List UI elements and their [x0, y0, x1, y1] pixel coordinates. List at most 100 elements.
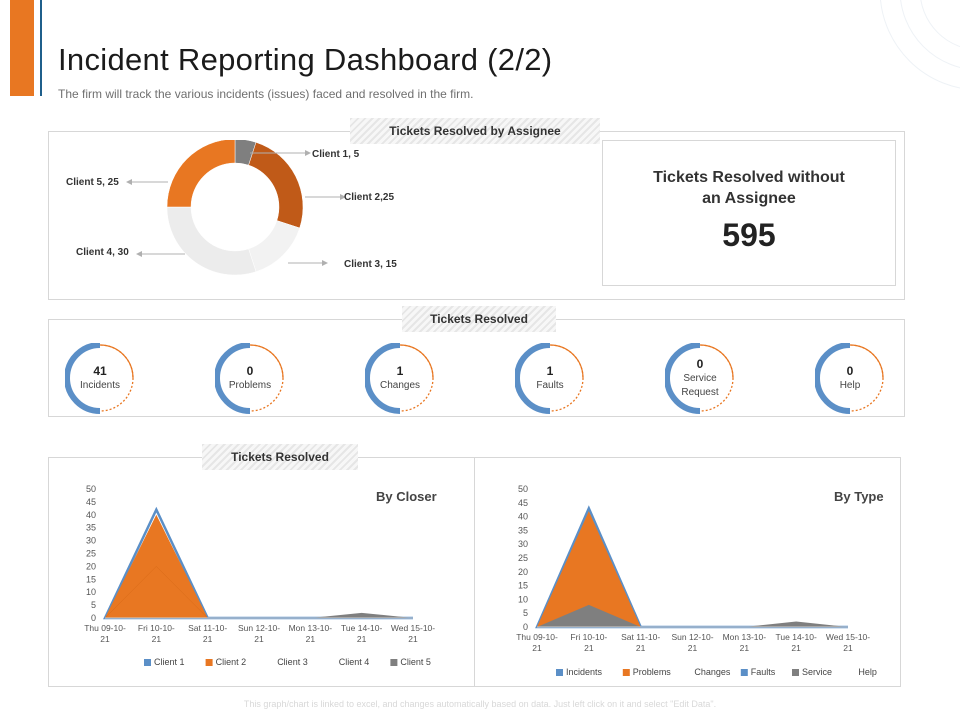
- unassigned-stat-card: Tickets Resolved without an Assignee 595: [602, 140, 896, 286]
- x-tick-label: 21: [584, 643, 594, 653]
- kpi-ring-blue-arc: [815, 343, 851, 414]
- donut-leader-arrow: [126, 179, 132, 185]
- y-tick-label: 30: [518, 539, 528, 549]
- page-title: Incident Reporting Dashboard (2/2): [58, 42, 553, 77]
- legend-label: Changes: [694, 667, 731, 677]
- legend-label: Client 1: [154, 657, 185, 667]
- legend-label: Faults: [751, 667, 776, 677]
- x-tick-label: 21: [357, 634, 367, 644]
- kpi-ring: [215, 343, 284, 414]
- kpi-label: Changes: [379, 379, 421, 391]
- legend-swatch: [329, 659, 336, 666]
- kpi-faults: 1 Faults: [515, 343, 595, 423]
- decorative-arcs: [880, 0, 960, 89]
- y-tick-label: 0: [523, 622, 528, 632]
- kpi-ring-blue-arc: [515, 343, 551, 414]
- donut-label: Client 5, 25: [66, 177, 119, 188]
- donut-leader-arrow: [136, 251, 142, 257]
- y-tick-label: 30: [86, 536, 96, 546]
- kpi-ring-orange-arc: [699, 344, 734, 379]
- x-tick-label: 21: [203, 634, 213, 644]
- by-type-title: By Type: [834, 489, 884, 504]
- x-tick-label: 21: [740, 643, 750, 653]
- x-tick-label: 21: [306, 634, 316, 644]
- x-tick-label: 21: [408, 634, 418, 644]
- donut-label: Client 3, 15: [344, 259, 397, 270]
- kpi-section-label: Tickets Resolved: [402, 306, 556, 332]
- footer-note: This graph/chart is linked to excel, and…: [243, 699, 717, 709]
- x-tick-label: Fri 10-10-: [570, 632, 607, 642]
- y-tick-label: 45: [518, 498, 528, 508]
- y-tick-label: 25: [86, 549, 96, 559]
- x-tick-label: Tue 14-10-: [341, 623, 382, 633]
- legend-label: Help: [858, 667, 877, 677]
- kpi-ring-blue-arc: [65, 343, 101, 414]
- kpi-label: Faults: [536, 379, 564, 391]
- kpi-text: 1 Changes: [365, 343, 435, 413]
- x-tick-label: 21: [688, 643, 698, 653]
- donut-label: Client 2,25: [344, 192, 394, 203]
- assignee-section-label: Tickets Resolved by Assignee: [350, 118, 600, 144]
- by-closer-title: By Closer: [376, 489, 437, 504]
- unassigned-stat-label: Tickets Resolved without an Assignee: [653, 169, 845, 207]
- kpi-ring: [515, 343, 584, 414]
- y-tick-label: 40: [518, 512, 528, 522]
- donut-slice-client-4: [166, 206, 257, 276]
- kpi-changes: 1 Changes: [365, 343, 445, 423]
- legend-swatch: [792, 669, 799, 676]
- x-tick-label: 21: [636, 643, 646, 653]
- y-tick-label: 5: [91, 600, 96, 610]
- y-tick-label: 25: [518, 553, 528, 563]
- x-tick-label: Sat 11-10-: [188, 623, 227, 633]
- legend-swatch: [622, 669, 630, 676]
- assignee-donut-chart: Client 1, 5 Client 2,25 Client 3, 15 Client…: [66, 140, 397, 276]
- kpi-ring-blue-arc: [215, 343, 251, 414]
- area-series-service: [537, 604, 848, 627]
- legend-swatch: [205, 659, 213, 666]
- legend-label: Incidents: [566, 667, 603, 677]
- kpi-ring-orange-arc: [849, 344, 884, 379]
- kpi-text: 41 Incidents: [65, 343, 135, 413]
- kpi-value: 1: [546, 363, 554, 378]
- y-tick-label: 45: [86, 497, 96, 507]
- x-tick-label: Wed 15-10-: [826, 632, 870, 642]
- y-tick-label: 50: [86, 484, 96, 494]
- x-tick-label: 21: [152, 634, 162, 644]
- y-tick-label: 5: [523, 608, 528, 618]
- area-series-problems: [537, 511, 848, 627]
- y-tick-label: 20: [518, 567, 528, 577]
- y-tick-label: 35: [86, 523, 96, 533]
- y-tick-label: 15: [86, 574, 96, 584]
- x-tick-label: 21: [100, 634, 110, 644]
- kpi-text: 0 Help: [815, 343, 885, 413]
- kpi-label: Problems: [228, 379, 272, 391]
- donut-label: Client 4, 30: [76, 247, 129, 258]
- x-tick-label: 21: [843, 643, 853, 653]
- kpi-label: Help: [839, 379, 861, 391]
- y-tick-label: 35: [518, 525, 528, 535]
- donut-slice-client-3: [248, 220, 300, 272]
- page-subtitle: The firm will track the various incident…: [58, 87, 474, 101]
- kpi-label: Service Request: [681, 372, 719, 398]
- x-tick-label: Sun 12-10-: [671, 632, 713, 642]
- kpi-ring-orange-arc: [549, 344, 584, 379]
- donut-leader-arrow: [305, 150, 311, 156]
- kpi-value: 0: [846, 363, 854, 378]
- kpi-service-request: 0 Service Request: [665, 343, 745, 423]
- kpi-text: 0 Service Request: [665, 343, 735, 413]
- kpi-help: 0 Help: [815, 343, 895, 423]
- kpi-text: 1 Faults: [515, 343, 585, 413]
- kpi-incidents: 41 Incidents: [65, 343, 145, 423]
- area-series-client-3: [104, 566, 413, 619]
- kpi-problems: 0 Problems: [215, 343, 295, 423]
- x-tick-label: Tue 14-10-: [776, 632, 817, 642]
- kpi-text: 0 Problems: [215, 343, 285, 413]
- x-tick-label: 21: [254, 634, 264, 644]
- y-tick-label: 50: [518, 484, 528, 494]
- y-tick-label: 10: [518, 594, 528, 604]
- kpi-value: 0: [246, 363, 254, 378]
- legend-swatch: [556, 669, 563, 676]
- kpi-value: 0: [696, 356, 704, 371]
